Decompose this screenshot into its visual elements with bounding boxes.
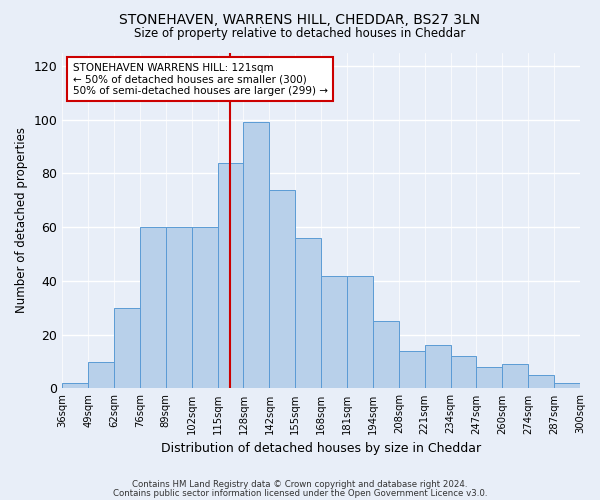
Bar <box>166 227 192 388</box>
Bar <box>373 321 399 388</box>
Text: STONEHAVEN WARRENS HILL: 121sqm
← 50% of detached houses are smaller (300)
50% o: STONEHAVEN WARRENS HILL: 121sqm ← 50% of… <box>73 62 328 96</box>
Text: Contains public sector information licensed under the Open Government Licence v3: Contains public sector information licen… <box>113 490 487 498</box>
Y-axis label: Number of detached properties: Number of detached properties <box>15 128 28 314</box>
Bar <box>192 227 218 388</box>
Bar <box>114 308 140 388</box>
Bar <box>140 227 166 388</box>
Bar <box>62 383 88 388</box>
Bar <box>476 367 502 388</box>
Bar <box>88 362 114 388</box>
Text: Contains HM Land Registry data © Crown copyright and database right 2024.: Contains HM Land Registry data © Crown c… <box>132 480 468 489</box>
Bar <box>269 190 295 388</box>
Bar <box>321 276 347 388</box>
Bar <box>451 356 476 388</box>
X-axis label: Distribution of detached houses by size in Cheddar: Distribution of detached houses by size … <box>161 442 481 455</box>
Bar <box>425 346 451 389</box>
Bar <box>502 364 528 388</box>
Text: STONEHAVEN, WARRENS HILL, CHEDDAR, BS27 3LN: STONEHAVEN, WARRENS HILL, CHEDDAR, BS27 … <box>119 12 481 26</box>
Text: Size of property relative to detached houses in Cheddar: Size of property relative to detached ho… <box>134 28 466 40</box>
Bar <box>399 351 425 389</box>
Bar <box>295 238 321 388</box>
Bar <box>218 162 244 388</box>
Bar <box>554 383 580 388</box>
Bar <box>244 122 269 388</box>
Bar <box>347 276 373 388</box>
Bar <box>528 375 554 388</box>
